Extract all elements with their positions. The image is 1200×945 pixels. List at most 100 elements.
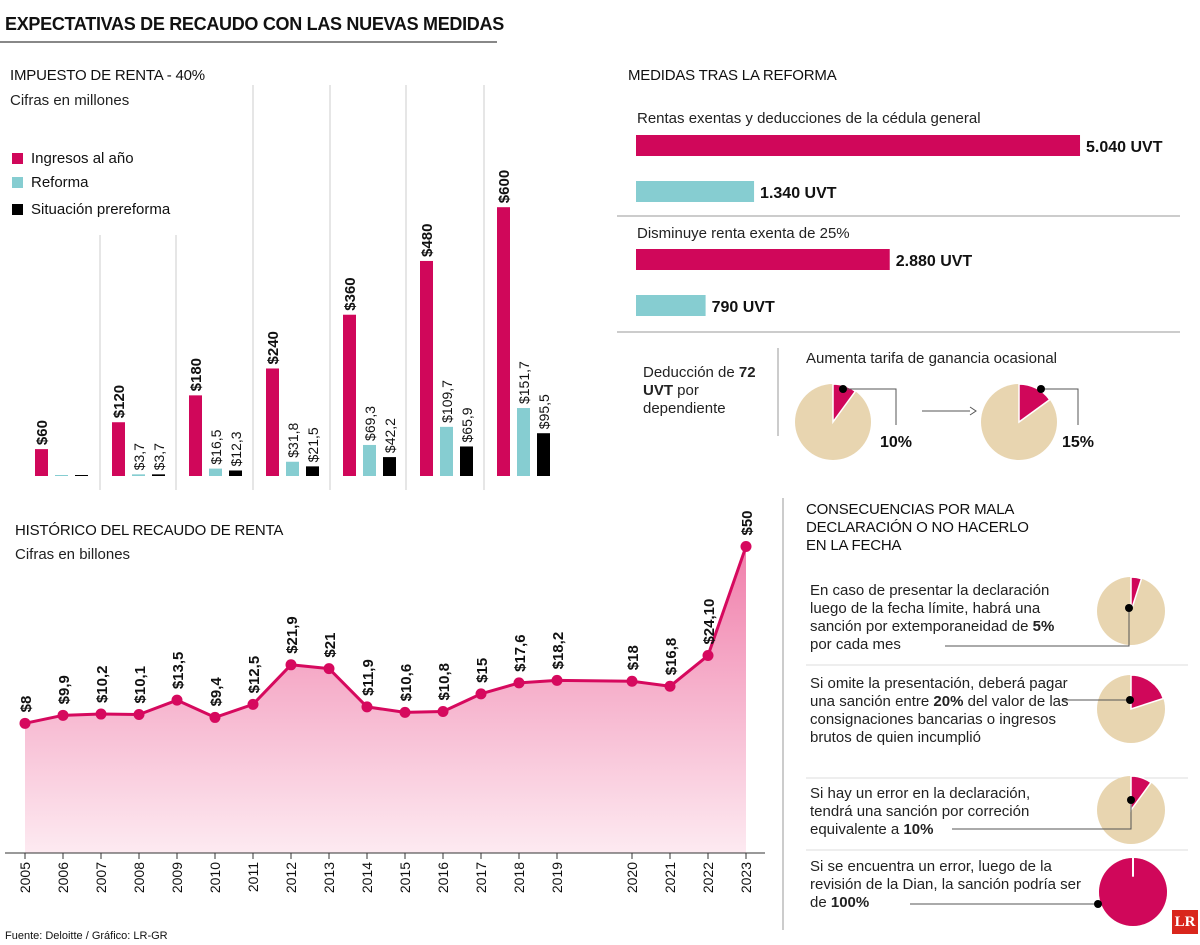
x-tick-label: 2008 [131,862,147,893]
pointer-dot [839,385,847,393]
bar-value-label: $600 [496,170,513,203]
bar [306,466,319,476]
data-point [285,659,297,671]
medidas-bar-chart: 5.040 UVT 1.340 UVT 2.880 UVT 790 UVT [617,135,1188,930]
consecuencia-1: En caso de presentar la declaración lueg… [810,582,1075,654]
data-point [664,680,676,692]
measure-bar [636,181,755,202]
bar-value-label: $31,8 [285,423,301,458]
data-label: $21 [322,633,339,658]
data-label: $21,9 [284,616,301,654]
renta-title: IMPUESTO DE RENTA - 40% [10,67,205,84]
bar [286,461,299,476]
text-part: En caso de presentar la declaración lueg… [810,582,1050,635]
text-part: Si hay un error en la declaración, tendr… [810,785,1031,838]
text-part: Si omite la presentación, deberá pagar u… [810,675,1068,710]
page-title: EXPECTATIVAS DE RECAUDO CON LAS NUEVAS M… [5,14,504,34]
data-point [740,541,752,552]
measure-value-label: 5.040 UVT [1086,139,1163,156]
data-point [475,688,487,700]
arrow-right-icon [969,406,977,416]
bar-value-label: $180 [188,358,205,391]
text-part: del valor de las consignaciones bancaria… [810,693,1069,746]
measure-value-label: 790 UVT [712,299,775,316]
x-tick-label: 2011 [245,862,261,892]
data-point [57,709,69,721]
x-tick-label: 2014 [359,862,375,893]
data-label: $9,4 [208,677,225,707]
deduccion-text: Deducción de 72 UVT por dependiente [643,364,763,418]
bar [229,470,242,476]
x-tick-label: 2010 [207,862,223,893]
bar [189,395,202,476]
legend-item-prereforma: Situación prereforma [12,197,170,221]
connector [843,388,897,425]
data-point [209,711,221,723]
data-label: $50 [739,510,756,535]
x-tick-label: 2020 [624,862,640,893]
text-bold: 10% [903,821,934,838]
bar-value-label: $69,3 [362,406,378,441]
consecuencia-3: Si hay un error en la declaración, tendr… [810,785,1060,839]
footer-source: Fuente: Deloitte / Gráfico: LR-GR [5,930,168,942]
bar-value-label: $480 [419,224,436,257]
bar-value-label: $95,5 [536,394,552,429]
x-tick-label: 2006 [55,862,71,893]
x-tick-label: 2007 [93,862,109,893]
data-point [437,706,449,718]
data-label: $24,10 [701,599,718,645]
data-label: $9,9 [56,675,73,704]
pie-slice [1018,383,1051,424]
text-part: por cada mes [810,636,901,653]
x-tick-label: 2016 [435,862,451,893]
historico-area-chart: $8 2005 $9,9 2006 $10,2 2007 $10,1 2008 $13,5 200… [5,510,765,893]
pie-label: 10% [880,434,912,451]
x-tick-label: 2021 [662,862,678,893]
data-label: $10,8 [436,663,453,701]
lr-logo: LR [1172,910,1198,934]
bar-value-label: $151,7 [516,361,532,404]
connector [1041,388,1079,425]
bar [35,449,48,476]
data-point [702,650,714,662]
bar [497,207,510,476]
bar-value-label: $21,5 [305,427,321,462]
connector [945,608,1130,647]
connector [952,800,1132,830]
x-tick-label: 2018 [511,862,527,893]
text-bold: 72 UVT [643,364,756,399]
x-tick-label: 2013 [321,862,337,893]
pie-slice [1130,775,1153,813]
bar-value-label: $3,7 [151,443,167,470]
bar-value-label: $12,3 [228,431,244,466]
text-bold: 5% [1032,618,1055,635]
legend-swatch [12,203,23,215]
legend-swatch [12,152,23,164]
measure-value-label: 1.340 UVT [760,185,837,202]
x-tick-label: 2019 [549,862,565,893]
bar-value-label: $42,2 [382,418,398,453]
text-bold: 100% [830,894,870,911]
bar [363,444,376,476]
medidas-title: MEDIDAS TRAS LA REFORMA [628,67,837,84]
bar-value-label: $120 [111,385,128,418]
renta-subtitle: Cifras en millones [10,92,130,109]
historico-subtitle: Cifras en billones [15,546,131,563]
pie-charts: 10% 15% [795,383,1167,926]
bar [209,468,222,476]
medida-label-2: Disminuye renta exenta de 25% [637,225,850,242]
bar-value-label: $65,9 [459,407,475,442]
data-label: $10,6 [398,664,415,702]
pointer-dot [1037,385,1045,393]
bar [152,474,165,476]
bar [383,457,396,476]
x-tick-label: 2015 [397,862,413,893]
consecuencia-4: Si se encuentra un error, luego de la re… [810,858,1082,912]
bar-value-label: $109,7 [439,380,455,423]
pie-slice [1130,674,1165,711]
legend-label: Reforma [31,173,89,191]
data-point [19,717,31,729]
data-label: $10,2 [94,666,111,704]
text-part: Si se encuentra un error, luego de la re… [810,858,1081,911]
